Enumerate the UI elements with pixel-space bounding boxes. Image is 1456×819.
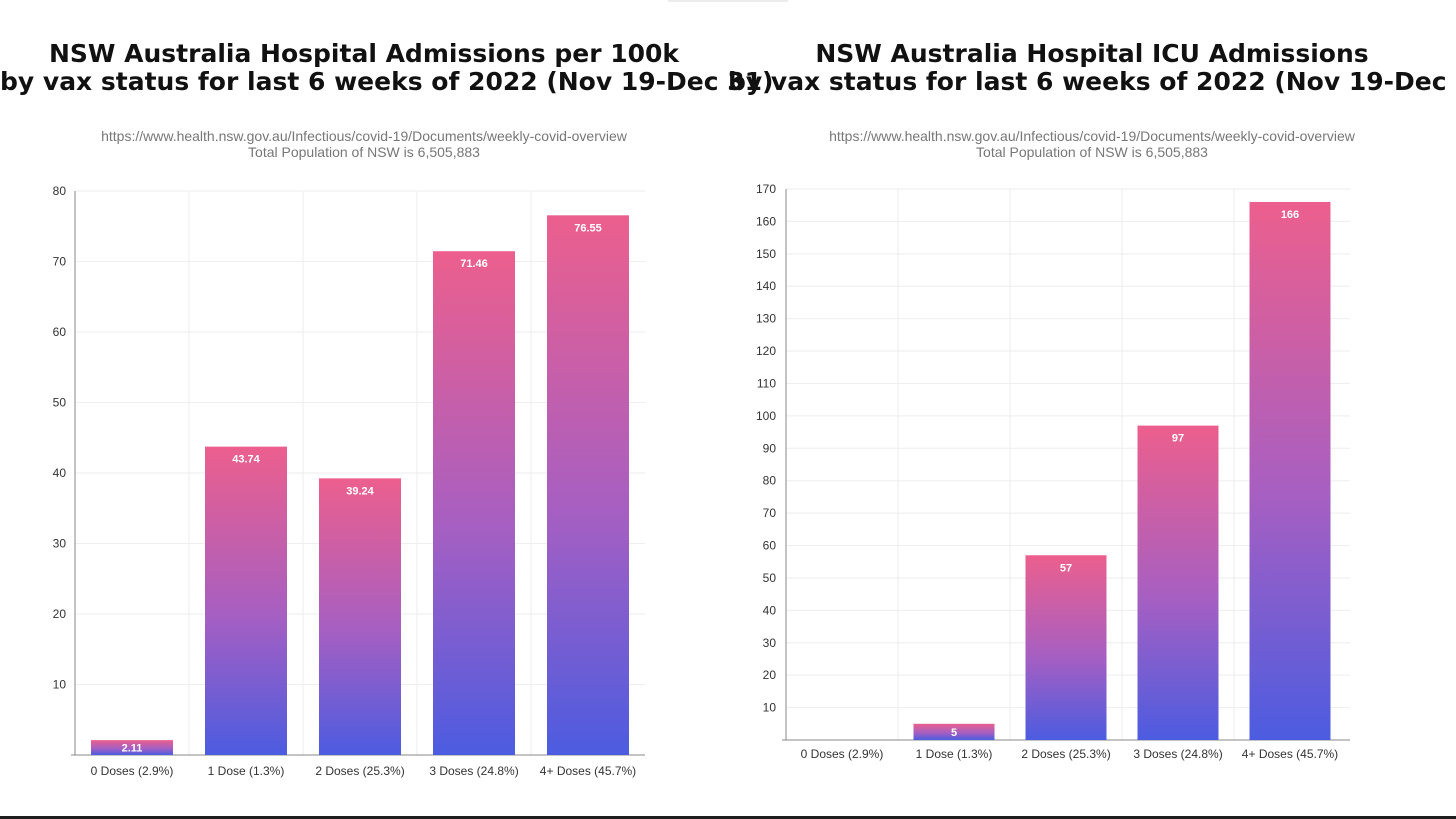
y-tick-label: 120: [756, 344, 776, 358]
y-tick-label: 30: [53, 537, 67, 551]
y-tick-label: 110: [757, 376, 776, 390]
bar: [547, 215, 629, 755]
hospital-admissions-chart: NSW Australia Hospital Admissions per 10…: [0, 0, 774, 816]
source-url: https://www.health.nsw.gov.au/Infectious…: [101, 128, 627, 144]
bar-value-label: 57: [1060, 562, 1072, 574]
y-tick-label: 50: [763, 571, 777, 585]
bar-value-label: 2.11: [122, 743, 143, 755]
y-tick-label: 90: [763, 441, 777, 455]
chart-title-line-1: NSW Australia Hospital ICU Admissions: [815, 39, 1369, 68]
bar-value-label: 39.24: [346, 485, 374, 497]
y-tick-label: 20: [763, 668, 777, 682]
y-tick-label: 130: [756, 312, 776, 326]
x-category-label: 0 Doses (2.9%): [801, 747, 884, 761]
bar: [91, 740, 173, 755]
x-category-label: 2 Doses (25.3%): [315, 764, 404, 778]
bar: [913, 723, 995, 740]
icu-plot: 10 20 30 40 50 60 70 80 90 100 110 120 130 140 150 160 1…: [756, 182, 1350, 761]
bar: [1025, 555, 1107, 740]
bar-value-label: 97: [1172, 433, 1184, 445]
chart-subtitle: https://www.health.nsw.gov.au/Infectious…: [728, 128, 1456, 160]
y-tick-label: 40: [763, 603, 777, 617]
x-category-label: 3 Doses (24.8%): [429, 764, 518, 778]
y-tick-label: 40: [53, 466, 67, 480]
bottom-edge-bar: [0, 816, 1456, 819]
y-tick-label: 70: [53, 255, 67, 269]
chart-subtitle: https://www.health.nsw.gov.au/Infectious…: [0, 128, 728, 160]
y-tick-label: 20: [53, 607, 67, 621]
bar: [319, 478, 401, 755]
population-note: Total Population of NSW is 6,505,883: [976, 144, 1208, 160]
y-tick-label: 50: [53, 396, 67, 410]
x-category-label: 4+ Doses (45.7%): [1242, 747, 1338, 761]
y-tick-label: 70: [763, 506, 777, 520]
x-category-label: 0 Doses (2.9%): [91, 764, 174, 778]
source-url: https://www.health.nsw.gov.au/Infectious…: [829, 128, 1355, 144]
bar: [1137, 425, 1219, 740]
y-tick-label: 30: [763, 636, 777, 650]
y-tick-label: 10: [763, 701, 777, 715]
chart-title: NSW Australia Hospital Admissions per 10…: [0, 39, 774, 96]
y-tick-label: 160: [756, 214, 776, 228]
y-tick-label: 100: [756, 409, 776, 423]
y-tick-label: 150: [756, 247, 776, 261]
bar: [205, 446, 287, 755]
x-category-label: 3 Doses (24.8%): [1133, 747, 1222, 761]
chart-title-line-2: by vax status for last 6 weeks of 2022 (…: [0, 67, 774, 96]
population-note: Total Population of NSW is 6,505,883: [248, 144, 480, 160]
bar-value-label: 76.55: [574, 222, 602, 234]
bar: [433, 251, 515, 755]
chart-title-line-1: NSW Australia Hospital Admissions per 10…: [48, 39, 680, 68]
bar-value-label: 5: [951, 727, 957, 739]
bar-value-label: 43.74: [232, 454, 260, 466]
bar: [1249, 201, 1331, 740]
x-category-label: 1 Dose (1.3%): [208, 764, 285, 778]
top-edge-strip: [668, 0, 788, 2]
x-category-label: 4+ Doses (45.7%): [540, 764, 636, 778]
y-tick-label: 10: [53, 678, 67, 692]
y-tick-label: 60: [53, 325, 67, 339]
y-tick-label: 80: [53, 184, 67, 198]
y-tick-label: 140: [756, 279, 776, 293]
bar-value-label: 71.46: [460, 258, 488, 270]
y-tick-label: 170: [756, 182, 776, 196]
icu-admissions-chart: NSW Australia Hospital ICU Admissions by…: [728, 0, 1456, 816]
y-tick-label: 60: [763, 539, 777, 553]
admissions-plot: 10 20 30 40 50 60 70 80 2.11 0 Doses (2.9%) 43.74 1…: [53, 184, 645, 778]
chart-title-line-2: by vax status for last 6 weeks of 2022 (…: [728, 67, 1456, 96]
chart-title: NSW Australia Hospital ICU Admissions by…: [728, 40, 1456, 96]
y-tick-label: 80: [763, 474, 777, 488]
x-category-label: 1 Dose (1.3%): [916, 747, 993, 761]
bar-value-label: 166: [1281, 209, 1299, 221]
x-category-label: 2 Doses (25.3%): [1021, 747, 1110, 761]
